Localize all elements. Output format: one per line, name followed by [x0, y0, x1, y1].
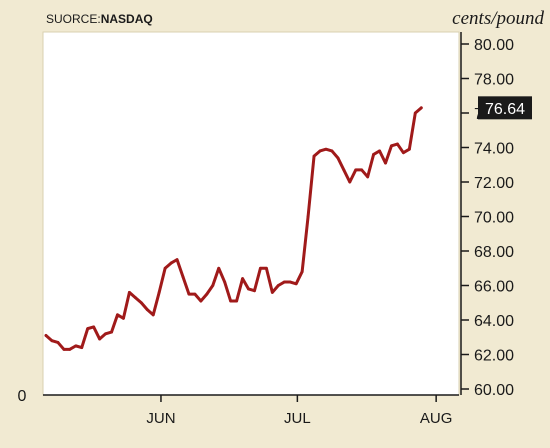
- data-point: [336, 156, 340, 160]
- data-point: [127, 291, 131, 294]
- data-point: [330, 149, 334, 153]
- data-point: [163, 266, 167, 270]
- source-name: NASDAQ: [101, 12, 153, 26]
- data-point: [241, 277, 244, 280]
- data-point: [193, 292, 197, 296]
- data-point: [396, 142, 399, 146]
- source-label: SUORCE:NASDAQ: [46, 12, 153, 26]
- x-tick-label-aug: AUG: [420, 410, 453, 427]
- data-point: [74, 344, 78, 348]
- data-point: [306, 215, 310, 218]
- data-point: [116, 313, 119, 317]
- data-point: [419, 106, 423, 110]
- data-point: [211, 284, 215, 287]
- data-point: [104, 332, 107, 336]
- data-point: [407, 147, 411, 151]
- data-point: [98, 337, 102, 341]
- data-point: [92, 325, 96, 329]
- data-point: [366, 175, 370, 179]
- data-point: [253, 289, 256, 293]
- data-point: [342, 168, 346, 172]
- data-point: [205, 292, 209, 296]
- source-prefix: SUORCE:: [46, 12, 101, 26]
- x-tick-label-jul: JUL: [284, 410, 311, 427]
- y-tick-label: 68.00: [474, 244, 514, 261]
- data-point: [139, 301, 143, 305]
- y-tick-label: 66.00: [474, 279, 514, 296]
- data-point: [122, 316, 125, 320]
- data-point: [217, 266, 221, 270]
- data-point: [354, 168, 358, 172]
- data-point: [62, 347, 66, 351]
- y-tick-label: 78.00: [474, 72, 514, 89]
- data-point: [223, 280, 227, 284]
- data-point: [50, 339, 54, 343]
- data-point: [270, 291, 274, 294]
- data-point: [44, 334, 48, 337]
- data-point: [401, 151, 405, 155]
- price-points: [44, 106, 423, 351]
- data-point: [247, 287, 250, 291]
- data-point: [80, 346, 84, 349]
- data-point: [312, 154, 316, 158]
- y-tick-label: 72.00: [474, 175, 514, 192]
- current-value-callout: 76.64: [478, 96, 532, 120]
- data-point: [56, 341, 60, 344]
- y-axis-ticks: 80.0078.0076.0074.0072.0070.0068.0066.00…: [461, 37, 514, 399]
- data-point: [276, 284, 280, 287]
- x-tick-label-jun: JUN: [146, 410, 175, 427]
- data-point: [181, 275, 185, 279]
- data-point: [151, 313, 155, 317]
- y-tick-label: 62.00: [474, 348, 514, 365]
- data-point: [288, 280, 292, 284]
- data-point: [372, 153, 376, 156]
- data-point: [86, 327, 90, 331]
- y-tick-label: 70.00: [474, 210, 514, 227]
- y-tick-label: 60.00: [474, 382, 514, 399]
- data-point: [175, 258, 179, 262]
- data-point: [187, 292, 191, 296]
- data-point: [68, 347, 72, 351]
- data-point: [360, 168, 364, 172]
- price-series-line: [44, 106, 423, 351]
- data-point: [145, 308, 149, 312]
- zero-label: 0: [18, 388, 27, 405]
- data-point: [294, 282, 298, 286]
- data-point: [235, 299, 239, 303]
- y-tick-label: 64.00: [474, 313, 514, 330]
- data-point: [264, 266, 268, 270]
- plot-area: [42, 31, 460, 396]
- data-point: [384, 161, 387, 165]
- data-point: [229, 299, 233, 303]
- data-point: [199, 299, 203, 303]
- data-point: [300, 270, 304, 274]
- x-axis-ticks: JUN JUL AUG: [146, 395, 452, 427]
- data-point: [133, 296, 137, 299]
- data-point: [259, 266, 262, 270]
- callout-value: 76.64: [485, 101, 525, 118]
- data-point: [169, 261, 173, 265]
- data-point: [348, 180, 352, 184]
- callout-box: [478, 96, 532, 120]
- data-point: [157, 291, 161, 294]
- data-point: [110, 330, 113, 334]
- unit-label: cents/pound: [452, 8, 544, 29]
- data-point: [324, 147, 328, 151]
- y-tick-label: 80.00: [474, 37, 514, 54]
- data-point: [413, 111, 417, 115]
- data-point: [318, 149, 322, 153]
- y-tick-label: 74.00: [474, 141, 514, 158]
- data-point: [378, 149, 381, 153]
- data-point: [282, 280, 286, 284]
- data-point: [390, 144, 393, 148]
